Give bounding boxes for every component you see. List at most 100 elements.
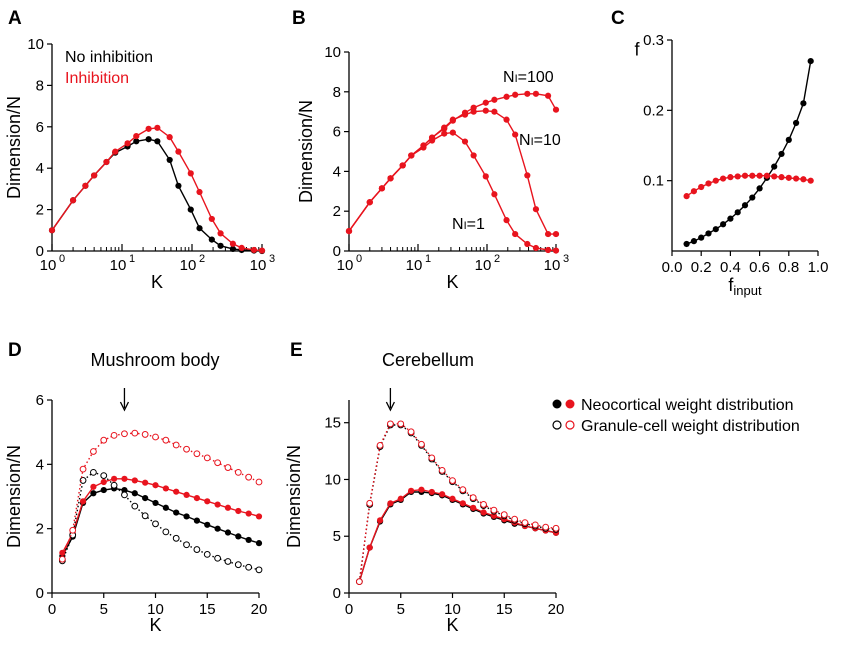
x-tick-exponent: 2: [494, 253, 500, 265]
series-line: [358, 423, 557, 582]
data-point: [255, 513, 263, 520]
data-point: [121, 491, 128, 499]
data-point: [800, 176, 807, 183]
data-point: [112, 148, 119, 155]
y-tick-label: 10: [27, 36, 44, 53]
data-point: [193, 517, 200, 524]
data-point: [154, 124, 161, 131]
data-point: [524, 240, 531, 248]
data-point: [500, 511, 508, 519]
x-tick-label: 20: [251, 601, 268, 618]
data-point: [172, 534, 180, 542]
data-point: [217, 242, 224, 249]
data-point: [245, 510, 252, 517]
y-tick-label: 0: [333, 585, 341, 602]
arrow-head: [119, 401, 130, 412]
data-point: [131, 477, 138, 484]
data-point: [145, 125, 152, 132]
data-point: [418, 440, 425, 448]
y-tick-label: 6: [36, 119, 44, 136]
x-axis-label: K: [446, 272, 458, 292]
panel-d: D Mushroom body 0 2 4 6 0 5 10 15 20 K Dimension/N: [4, 340, 267, 635]
data-point: [524, 90, 531, 97]
data-point: [245, 473, 253, 481]
data-point: [399, 162, 406, 169]
y-tick-label: 4: [36, 456, 44, 473]
data-point: [712, 177, 719, 184]
annotation-ni-10: NI=10: [519, 132, 561, 149]
data-point: [397, 495, 404, 502]
x-tick-label: 0: [345, 601, 353, 618]
data-point: [378, 185, 386, 192]
data-point: [480, 509, 487, 516]
y-tick-label: 15: [324, 415, 341, 432]
data-point: [187, 170, 194, 177]
data-point: [387, 175, 394, 182]
data-point: [418, 486, 425, 493]
data-point: [235, 507, 242, 515]
x-tick-exponent: 2: [199, 253, 205, 265]
data-point: [196, 225, 203, 232]
x-tick-label: 0.6: [749, 259, 770, 276]
data-point: [103, 158, 110, 166]
data-point: [756, 172, 763, 179]
data-point: [387, 500, 394, 507]
data-point: [162, 436, 170, 444]
data-point: [793, 119, 800, 127]
data-point: [428, 454, 436, 462]
data-point: [234, 468, 242, 476]
data-point: [482, 107, 489, 114]
data-point: [250, 246, 258, 254]
data-point: [193, 495, 200, 502]
data-point: [778, 174, 785, 181]
legend-marker-granule-black: [552, 420, 562, 430]
data-point: [258, 247, 266, 254]
data-point: [187, 206, 194, 213]
series-line: [51, 127, 263, 252]
series-line: [61, 487, 260, 557]
data-point: [683, 193, 690, 200]
data-point: [800, 100, 807, 107]
y-tick-label: 2: [36, 521, 44, 538]
data-point: [229, 240, 237, 247]
series-line: [348, 93, 557, 232]
legend-marker-granule-red: [565, 420, 575, 430]
data-point: [771, 173, 778, 180]
data-point: [214, 554, 222, 562]
x-axis-label: finput: [728, 275, 762, 298]
y-tick-label: 0.2: [643, 102, 664, 119]
x-tick-exponent: 1: [425, 253, 431, 265]
data-point: [193, 546, 201, 553]
data-point: [234, 561, 242, 569]
data-point: [90, 490, 97, 497]
data-point: [345, 228, 353, 235]
data-point: [690, 238, 698, 245]
y-tick-label: 0: [36, 243, 44, 260]
y-tick-label: 0.3: [643, 32, 664, 49]
data-point: [245, 563, 253, 571]
title-mushroom-body: Mushroom body: [90, 350, 219, 370]
data-point: [175, 182, 182, 189]
data-point: [100, 472, 108, 479]
data-point: [683, 240, 690, 248]
data-point: [552, 106, 560, 113]
data-point: [698, 234, 705, 241]
data-point: [734, 173, 741, 180]
data-point: [224, 529, 232, 536]
y-tick-label: 10: [324, 44, 341, 61]
x-tick-label: 0.2: [691, 259, 712, 276]
data-point: [544, 246, 552, 254]
y-tick-label: 6: [36, 392, 44, 409]
data-point: [355, 578, 363, 586]
data-point: [449, 129, 456, 136]
data-point: [82, 182, 89, 189]
data-point: [100, 486, 107, 494]
data-point: [491, 96, 498, 103]
data-point: [470, 504, 477, 511]
data-point: [133, 133, 140, 140]
data-point: [376, 442, 384, 449]
data-point: [544, 230, 552, 238]
x-tick-label: 15: [199, 601, 216, 618]
data-point: [58, 555, 66, 563]
